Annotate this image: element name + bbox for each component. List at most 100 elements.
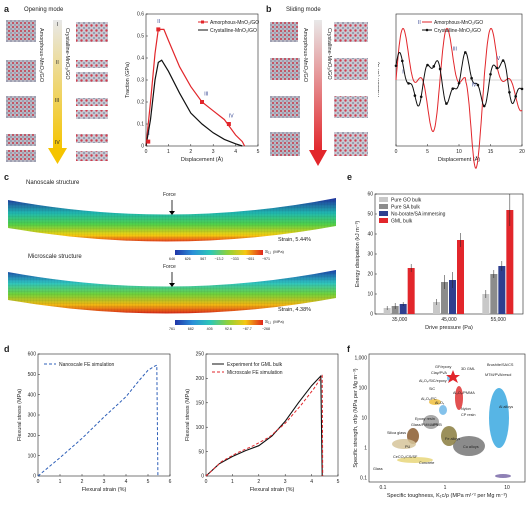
nanoscale-title: Nanoscale structure: [26, 180, 80, 186]
material-label: GF/epoxy: [435, 365, 452, 369]
legend-marker-amorphous-a: [201, 20, 204, 24]
chart-f-frame: [368, 353, 526, 483]
legend-label: Pure SA bulk: [391, 205, 420, 211]
chart-e-category-label: 45,000: [441, 317, 457, 323]
chart-d1-ytick-label: 600: [28, 352, 37, 358]
material-label: Clay/PVA: [431, 371, 447, 375]
amorphous-marker-a: [146, 139, 151, 144]
roman-label-a: III: [204, 91, 208, 97]
colorbar-micro-tick-label: −268: [261, 327, 271, 331]
panel-letter-e: e: [347, 172, 353, 182]
flexural-nano-chart: 0 1 2 3 4 5 6 0 100 200 300 400 500 600 Flexural strai…: [17, 352, 172, 493]
chart-a-ytick-label: 0: [141, 144, 144, 150]
chart-b-xtick-label: 10: [456, 149, 462, 155]
material-region: [441, 426, 457, 446]
material-label: 3D GML: [461, 367, 475, 371]
chart-f-ytick-label: 0.1: [360, 476, 367, 482]
colorbar-nano-tick-label: 567: [200, 257, 207, 261]
gml-star: [446, 370, 460, 383]
legend-swatch: [379, 211, 388, 216]
chart-f-ytick-label: 1: [364, 446, 367, 452]
chart-d1-ylabel: Flexural stress (MPa): [17, 389, 23, 441]
cb2-sigma: S₁₁: [265, 319, 272, 324]
chart-e-category-label: 35,000: [392, 317, 408, 323]
chart-a-xtick-label: 3: [212, 149, 215, 155]
chart-d1-xtick-label: 5: [147, 479, 150, 485]
snapshot-crystalline-1: [76, 22, 108, 42]
force-label-nano: Force: [163, 192, 176, 198]
chart-b-xtick-label: 15: [488, 149, 494, 155]
crystalline-marker-b: [445, 102, 448, 105]
chart-a-xtick-label: 2: [189, 149, 192, 155]
colorbar-nano-tick-label: 646: [169, 257, 175, 261]
legend-swatch: [379, 197, 388, 202]
legend-experiment: Experiment for GML bulk: [227, 362, 283, 368]
chart-d2-xlabel: Flexural strain (%): [250, 487, 295, 493]
colorbar-micro-tick-label: −87.7: [242, 327, 252, 331]
material-label: PS: [433, 423, 439, 427]
chart-a-xlabel: Displacement (Å): [181, 156, 223, 163]
material-region: [423, 415, 439, 429]
crystalline-marker-b: [482, 104, 486, 108]
chart-f-xtick-label: 10: [504, 485, 510, 491]
crystalline-marker-b: [438, 67, 442, 71]
legend-nano-fe: Nanoscale FE simulation: [59, 362, 115, 368]
chart-e-ytick-label: 30: [367, 252, 373, 258]
chart-d1-xtick-label: 4: [125, 479, 128, 485]
legend-marker-crystalline-b: [425, 28, 429, 32]
colorbar-micro-tick-label: 761: [169, 327, 175, 331]
legend-crystalline-b: Crystalline-MnO₂/GO: [434, 28, 481, 34]
chart-d1-ytick-label: 100: [28, 453, 37, 459]
material-region: [495, 474, 511, 478]
fe-structures: [8, 198, 336, 325]
crystalline-marker-b: [520, 87, 524, 91]
amorphous-marker-a: [226, 122, 231, 126]
snapshot-amorphous-4b: [6, 150, 36, 162]
material-label: Glass/PMMA/PVB: [411, 423, 442, 427]
chart-f-xlabel: Specific toughness, K₁c/ρ (MPa m¹ᐟ² per …: [387, 492, 507, 499]
snapshot-amorphous-4a: [6, 134, 36, 146]
chart-a-ytick-label: 0.4: [137, 56, 144, 62]
colorbar-nano-tick-label: 626: [184, 257, 191, 261]
experiment-series: [205, 374, 323, 477]
chart-e-ytick-label: 0: [370, 312, 373, 318]
material-region: [429, 399, 441, 405]
snapshot-amorphous-1: [6, 20, 36, 42]
stage-mark-3: III: [55, 98, 60, 104]
crystalline-marker-b: [394, 64, 398, 68]
strain-micro: Strain, 4.38%: [278, 307, 312, 313]
legend-amorphous-a: Amorphous-MnO₂/GO: [210, 20, 259, 26]
chart-f-xtick-label: 0.1: [380, 485, 387, 491]
chart-a-ytick-label: 0.5: [137, 34, 144, 40]
material-label: Silica glass: [387, 431, 406, 435]
crystalline-marker-b: [508, 90, 511, 94]
chart-b-xtick-label: 0: [395, 149, 398, 155]
cb1-unit: (MPa): [273, 249, 284, 254]
microscale-title: Microscale structure: [28, 254, 82, 260]
colorbar-nano-ticks: 646 626 567 −13.2 −333 −651 −971: [169, 257, 270, 263]
colorbar-micro-tick-label: 92.6: [224, 327, 232, 331]
chart-d1-xlabel: Flexural strain (%): [82, 487, 127, 493]
chart-a-xtick-label: 0: [145, 149, 148, 155]
chart-d2-ylabel: Flexural stress (MPa): [185, 389, 191, 441]
chart-b-xlabel: Displacement (Å): [438, 156, 480, 163]
bar: [457, 240, 464, 314]
material-region: [397, 457, 433, 463]
opening-mode-snapshots: [6, 20, 108, 164]
chart-a-xtick-label: 5: [257, 149, 260, 155]
colorbar-nano-tick-label: −333: [230, 257, 239, 261]
roman-label-b: V: [497, 56, 501, 62]
chart-d2-xtick-label: 0: [205, 479, 208, 485]
nano-fe-series: [37, 364, 159, 477]
crystalline-marker-b: [457, 81, 461, 85]
roman-label-b: III: [453, 46, 457, 52]
roman-label-b: IV: [472, 83, 477, 89]
sliding-mode-snapshots: [270, 20, 368, 166]
stage-mark-2: II: [56, 60, 59, 66]
crystalline-marker-b: [419, 95, 423, 99]
colorbar-nano: [175, 250, 263, 255]
process-arrow-b: [314, 20, 322, 152]
crystalline-marker-b: [426, 63, 429, 67]
chart-a-ytick-label: 0.2: [137, 100, 144, 106]
chart-a-ylabel: Traction (GPa): [125, 62, 131, 98]
